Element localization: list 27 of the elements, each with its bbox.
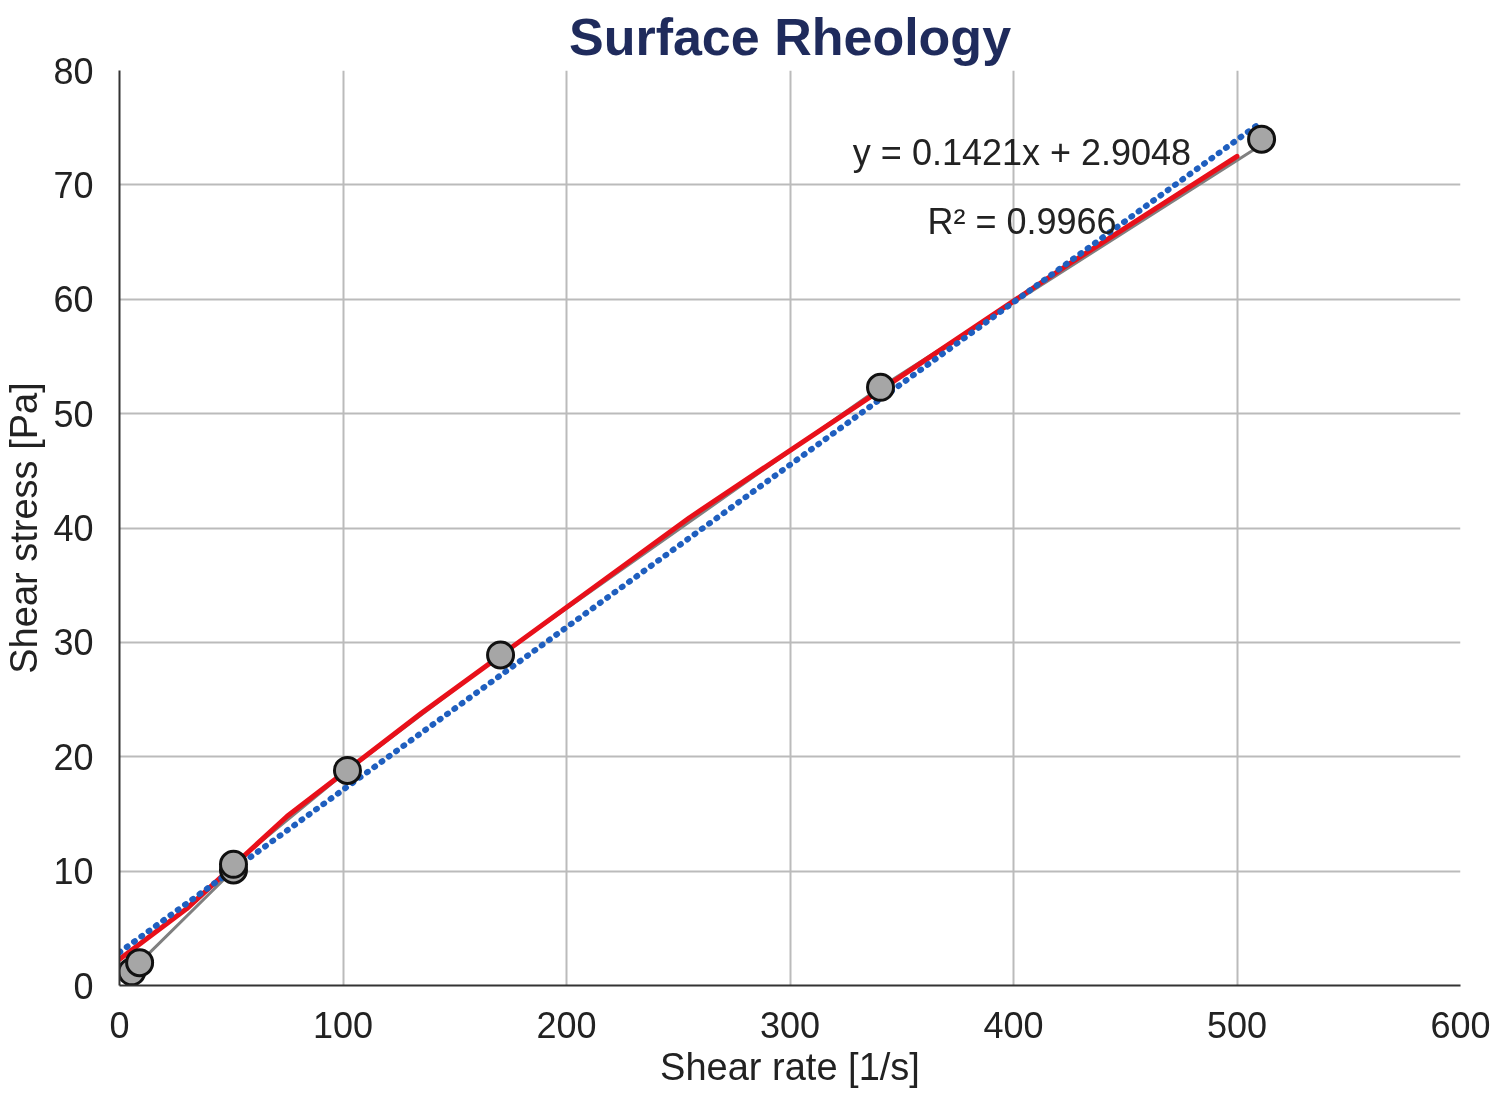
annotation: y = 0.1421x + 2.9048 xyxy=(852,132,1192,174)
y-tick-label: 0 xyxy=(73,965,94,1007)
x-tick-label: 600 xyxy=(1430,1004,1491,1046)
y-tick-label: 60 xyxy=(53,279,94,321)
x-tick-label: 500 xyxy=(1206,1004,1268,1046)
y-tick-label: 30 xyxy=(53,622,94,664)
y-tick-label: 70 xyxy=(53,164,94,206)
y-tick-label: 20 xyxy=(53,736,94,778)
point xyxy=(1247,124,1277,154)
x-tick-label: 300 xyxy=(759,1004,821,1046)
y-tick-label: 10 xyxy=(53,851,94,893)
x-tick-label: 100 xyxy=(312,1004,374,1046)
y-tick-label: 80 xyxy=(53,50,94,92)
chart-title: Surface Rheology xyxy=(568,7,1012,66)
y-tick-label: 40 xyxy=(53,508,94,549)
point xyxy=(218,849,248,879)
y-tick-label: 50 xyxy=(53,393,94,435)
annotation: R² = 0.9966 xyxy=(927,200,1117,242)
x-tick-label: 0 xyxy=(109,1004,130,1046)
x-tick-label: 200 xyxy=(536,1004,597,1046)
x-axis-title: Shear rate [1/s] xyxy=(660,1045,920,1088)
point xyxy=(125,948,155,978)
point xyxy=(332,756,362,785)
y-axis-title: Shear stress [Pa] xyxy=(3,382,46,674)
point xyxy=(486,640,516,670)
point xyxy=(866,372,896,402)
x-tick-label: 400 xyxy=(983,1004,1044,1046)
